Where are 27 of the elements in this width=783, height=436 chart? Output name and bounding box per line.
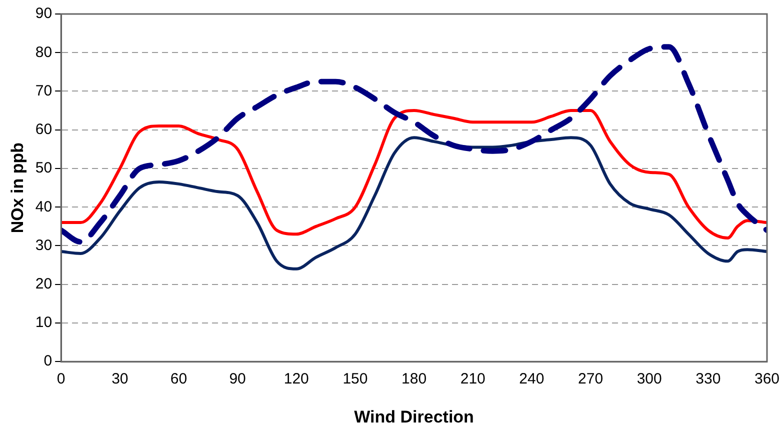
x-tick-label: 330 (696, 370, 721, 388)
x-tick-label: 60 (170, 370, 188, 388)
x-tick-label: 360 (754, 370, 780, 388)
x-tick-label: 30 (112, 370, 128, 388)
y-tick-label: 10 (35, 314, 52, 332)
y-tick-label: 0 (44, 352, 52, 370)
y-tick-label: 20 (35, 275, 52, 292)
x-tick-label: 90 (229, 370, 246, 388)
x-tick-label: 270 (578, 370, 604, 388)
x-tick-label: 0 (56, 370, 66, 388)
x-axis-title: Wind Direction (354, 407, 474, 426)
y-tick-label: 90 (35, 5, 52, 22)
y-tick-label: 50 (35, 160, 52, 177)
x-tick-label: 210 (460, 370, 486, 388)
x-tick-label: 300 (636, 370, 662, 388)
line-series (61, 109, 767, 240)
y-axis-title: NOx in ppb (8, 142, 27, 234)
y-tick-label: 60 (35, 121, 52, 138)
x-tick-label: 240 (519, 370, 544, 388)
y-tick-label: 40 (35, 198, 52, 216)
line-series (61, 136, 767, 270)
y-tick-label: 80 (35, 44, 52, 61)
x-tick-label: 150 (342, 370, 368, 388)
x-tick-label: 120 (284, 370, 309, 388)
x-tick-label: 180 (402, 370, 427, 388)
y-tick-label: 30 (35, 236, 52, 254)
y-tick-label: 70 (35, 82, 52, 100)
